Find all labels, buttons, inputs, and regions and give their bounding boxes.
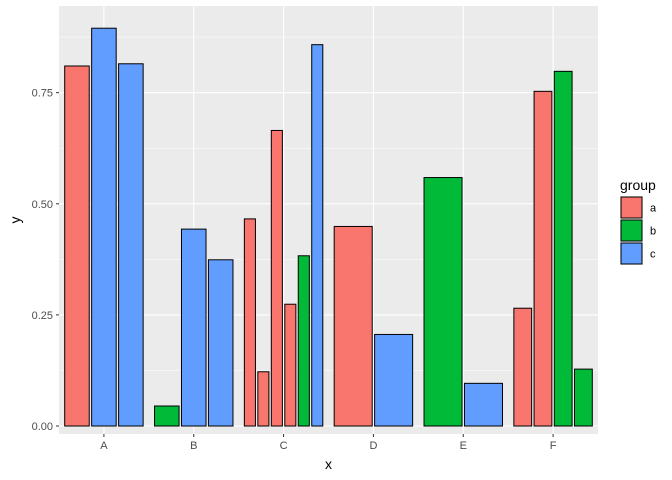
legend-title: group xyxy=(620,177,656,193)
bar-E-b xyxy=(423,177,463,427)
bar-D-c xyxy=(374,333,414,427)
plot-panel xyxy=(59,6,598,434)
bars xyxy=(64,27,593,427)
bar-C-a xyxy=(270,129,283,427)
bar-D-a xyxy=(333,225,373,427)
x-tick-label-F: F xyxy=(550,440,557,452)
legend-key-c xyxy=(620,242,643,265)
y-tick-label: 0.25 xyxy=(32,310,53,322)
legend-label-a: a xyxy=(650,203,657,215)
legend-label-c: c xyxy=(650,249,656,261)
legend: group abc xyxy=(620,177,657,265)
bar-F-a xyxy=(513,307,533,427)
bar-C-a xyxy=(257,371,270,427)
bar-A-c xyxy=(118,63,144,427)
legend-label-b: b xyxy=(650,226,656,238)
x-tick-label-B: B xyxy=(190,440,197,452)
y-tick-label: 0.00 xyxy=(32,421,53,433)
bar-B-b xyxy=(154,405,180,427)
x-tick-label-A: A xyxy=(100,440,108,452)
bar-C-c xyxy=(311,44,324,427)
x-tick-label-D: D xyxy=(369,440,377,452)
bar-F-a xyxy=(533,90,553,427)
y-tick-label: 0.75 xyxy=(32,88,53,100)
y-tick-label: 0.50 xyxy=(32,199,53,211)
bar-C-a xyxy=(243,218,256,427)
bar-F-b xyxy=(573,368,593,427)
x-tick-label-C: C xyxy=(280,440,288,452)
legend-key-a xyxy=(620,196,643,219)
bar-A-a xyxy=(64,65,90,427)
x-axis-title: x xyxy=(325,456,332,472)
bar-F-b xyxy=(553,70,573,427)
y-axis-title: y xyxy=(7,217,23,224)
bar-A-c xyxy=(91,27,117,427)
x-axis: A B C D E F xyxy=(100,434,557,452)
bar-B-c xyxy=(207,259,234,427)
x-tick-label-E: E xyxy=(460,440,467,452)
minor-gridlines xyxy=(59,36,598,371)
bar-B-c xyxy=(180,228,207,427)
bar-C-b xyxy=(297,255,310,427)
bar-C-a xyxy=(284,303,297,427)
y-axis: 0.00 0.25 0.50 0.75 xyxy=(32,88,59,433)
bar-E-c xyxy=(463,382,503,427)
legend-key-b xyxy=(620,219,643,242)
